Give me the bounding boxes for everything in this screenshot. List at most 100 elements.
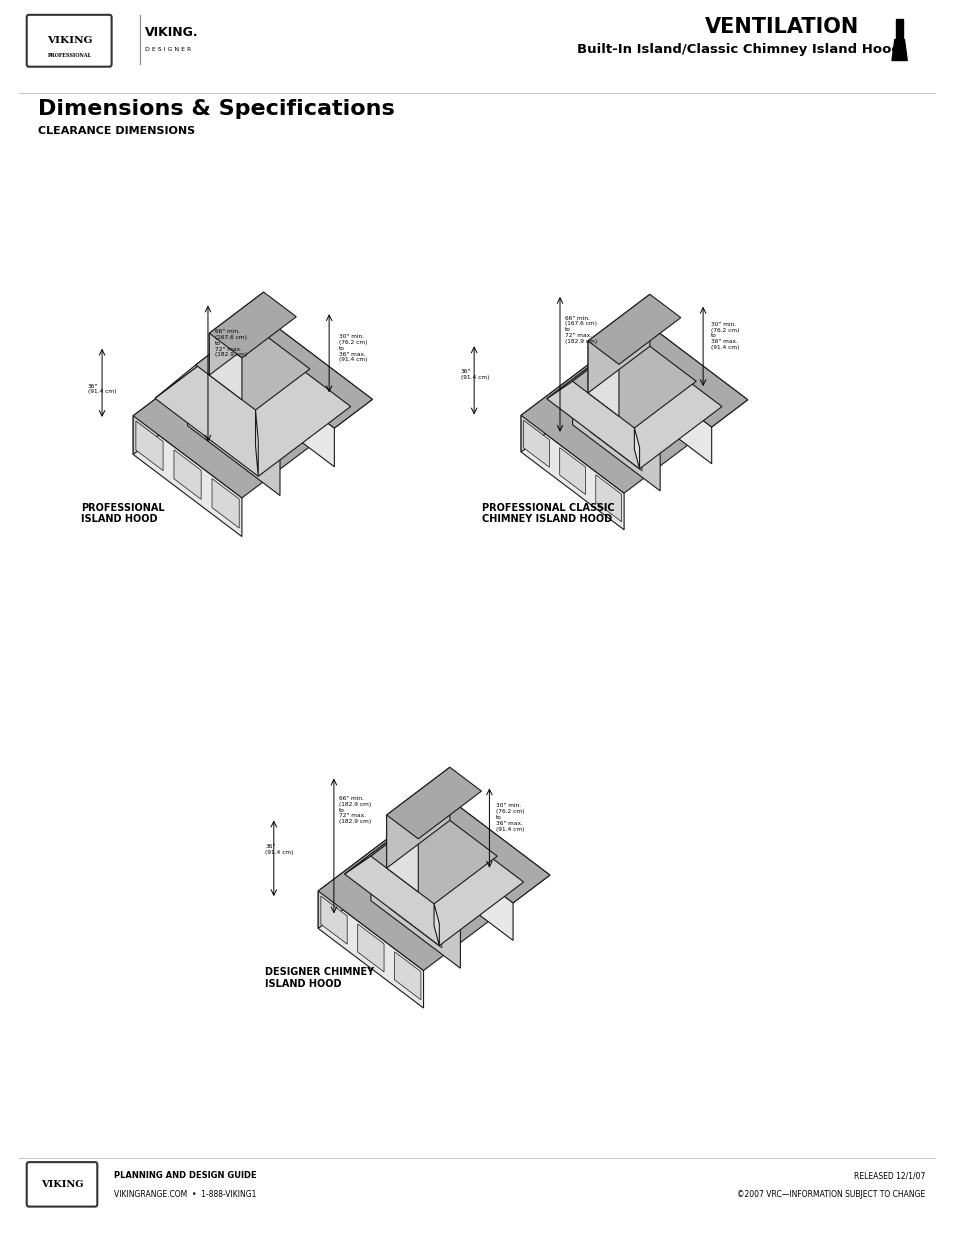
- Polygon shape: [318, 795, 549, 971]
- Polygon shape: [587, 341, 618, 416]
- Polygon shape: [173, 450, 201, 499]
- Text: RELEASED 12/1/07: RELEASED 12/1/07: [853, 1171, 924, 1181]
- Polygon shape: [249, 415, 289, 445]
- FancyBboxPatch shape: [27, 15, 112, 67]
- Polygon shape: [572, 388, 659, 490]
- Polygon shape: [225, 346, 335, 467]
- Polygon shape: [154, 324, 250, 398]
- Polygon shape: [225, 317, 263, 384]
- Text: VIKINGRANGE.COM  •  1-888-VIKING1: VIKINGRANGE.COM • 1-888-VIKING1: [114, 1189, 256, 1199]
- Polygon shape: [599, 367, 638, 396]
- Text: Dimensions & Specifications: Dimensions & Specifications: [38, 99, 395, 119]
- Polygon shape: [386, 815, 417, 892]
- Text: VENTILATION: VENTILATION: [704, 17, 859, 37]
- Polygon shape: [395, 952, 420, 1000]
- Polygon shape: [891, 40, 906, 61]
- Polygon shape: [240, 384, 281, 414]
- Text: 66" min.
(167.6 cm)
to
72" max.
(182.9 cm): 66" min. (167.6 cm) to 72" max. (182.9 c…: [214, 330, 247, 357]
- Text: ©2007 VRC—INFORMATION SUBJECT TO CHANGE: ©2007 VRC—INFORMATION SUBJECT TO CHANGE: [737, 1189, 924, 1199]
- Text: PROFESSIONAL CLASSIC
CHIMNEY ISLAND HOOD: PROFESSIONAL CLASSIC CHIMNEY ISLAND HOOD: [481, 503, 614, 524]
- Polygon shape: [371, 809, 497, 904]
- Polygon shape: [398, 842, 437, 872]
- Text: 36"
(91.4 cm): 36" (91.4 cm): [460, 369, 489, 379]
- Polygon shape: [407, 795, 549, 903]
- Polygon shape: [320, 897, 347, 944]
- Polygon shape: [255, 410, 258, 477]
- Text: CLEARANCE DIMENSIONS: CLEARANCE DIMENSIONS: [38, 126, 195, 136]
- Polygon shape: [371, 863, 460, 968]
- Polygon shape: [608, 322, 747, 427]
- Text: VIKING: VIKING: [47, 36, 92, 46]
- Polygon shape: [590, 408, 641, 472]
- Polygon shape: [634, 429, 639, 469]
- Polygon shape: [407, 795, 444, 861]
- Polygon shape: [135, 421, 163, 471]
- Polygon shape: [520, 415, 623, 530]
- Polygon shape: [520, 322, 644, 452]
- Polygon shape: [630, 414, 668, 443]
- Polygon shape: [572, 335, 696, 429]
- Polygon shape: [195, 324, 310, 410]
- Polygon shape: [209, 333, 242, 400]
- Text: Built-In Island/Classic Chimney Island Hood: Built-In Island/Classic Chimney Island H…: [577, 43, 901, 56]
- Polygon shape: [389, 883, 441, 948]
- Polygon shape: [645, 403, 683, 431]
- Polygon shape: [200, 378, 240, 408]
- Polygon shape: [224, 396, 265, 426]
- Text: 36"
(91.4 cm): 36" (91.4 cm): [88, 384, 116, 394]
- Polygon shape: [318, 795, 444, 929]
- Text: PROFESSIONAL
ISLAND HOOD: PROFESSIONAL ISLAND HOOD: [81, 503, 165, 524]
- Polygon shape: [386, 767, 450, 868]
- Polygon shape: [133, 416, 242, 536]
- Polygon shape: [546, 336, 721, 469]
- Polygon shape: [523, 420, 549, 467]
- Polygon shape: [430, 889, 469, 919]
- Polygon shape: [578, 363, 690, 450]
- Polygon shape: [216, 366, 256, 395]
- Polygon shape: [607, 396, 645, 425]
- Polygon shape: [344, 809, 434, 874]
- Polygon shape: [587, 294, 680, 364]
- Polygon shape: [133, 317, 263, 454]
- Polygon shape: [434, 904, 439, 946]
- Polygon shape: [188, 387, 280, 495]
- Polygon shape: [386, 767, 481, 839]
- Polygon shape: [375, 839, 492, 925]
- Polygon shape: [407, 824, 513, 940]
- Polygon shape: [595, 474, 621, 521]
- Text: 30" min.
(76.2 cm)
to
36" max.
(91.4 cm): 30" min. (76.2 cm) to 36" max. (91.4 cm): [338, 335, 367, 362]
- Text: 66" min.
(167.6 cm)
to
72" max.
(182.9 cm): 66" min. (167.6 cm) to 72" max. (182.9 c…: [564, 316, 597, 343]
- Polygon shape: [422, 860, 461, 889]
- Polygon shape: [207, 408, 261, 474]
- Text: 36"
(91.4 cm): 36" (91.4 cm): [265, 845, 294, 855]
- FancyBboxPatch shape: [27, 1162, 97, 1207]
- Text: VIKING.: VIKING.: [145, 26, 198, 38]
- Polygon shape: [382, 853, 421, 883]
- Polygon shape: [559, 447, 585, 494]
- Polygon shape: [406, 872, 445, 902]
- Text: 30" min.
(76.2 cm)
to
36" max.
(91.4 cm): 30" min. (76.2 cm) to 36" max. (91.4 cm): [496, 804, 524, 831]
- Polygon shape: [895, 19, 902, 40]
- Polygon shape: [622, 385, 660, 414]
- Polygon shape: [154, 329, 351, 477]
- Polygon shape: [608, 350, 711, 463]
- Polygon shape: [209, 293, 263, 375]
- Polygon shape: [344, 810, 523, 946]
- Polygon shape: [520, 322, 747, 493]
- Polygon shape: [318, 890, 423, 1008]
- Polygon shape: [225, 317, 372, 429]
- Polygon shape: [133, 317, 372, 498]
- Polygon shape: [587, 294, 649, 393]
- Polygon shape: [212, 478, 239, 529]
- Text: PLANNING AND DESIGN GUIDE: PLANNING AND DESIGN GUIDE: [114, 1171, 257, 1181]
- Text: 30" min.
(76.2 cm)
to
36" max.
(91.4 cm): 30" min. (76.2 cm) to 36" max. (91.4 cm): [710, 322, 739, 350]
- Text: VIKING: VIKING: [41, 1179, 83, 1189]
- Text: DESIGNER CHIMNEY
ISLAND HOOD: DESIGNER CHIMNEY ISLAND HOOD: [265, 967, 374, 988]
- Polygon shape: [193, 361, 313, 452]
- Text: D E S I G N E R: D E S I G N E R: [145, 47, 191, 52]
- Polygon shape: [584, 379, 622, 408]
- Polygon shape: [357, 924, 384, 972]
- Text: PROFESSIONAL: PROFESSIONAL: [48, 53, 91, 58]
- Polygon shape: [446, 878, 485, 908]
- Polygon shape: [546, 335, 634, 399]
